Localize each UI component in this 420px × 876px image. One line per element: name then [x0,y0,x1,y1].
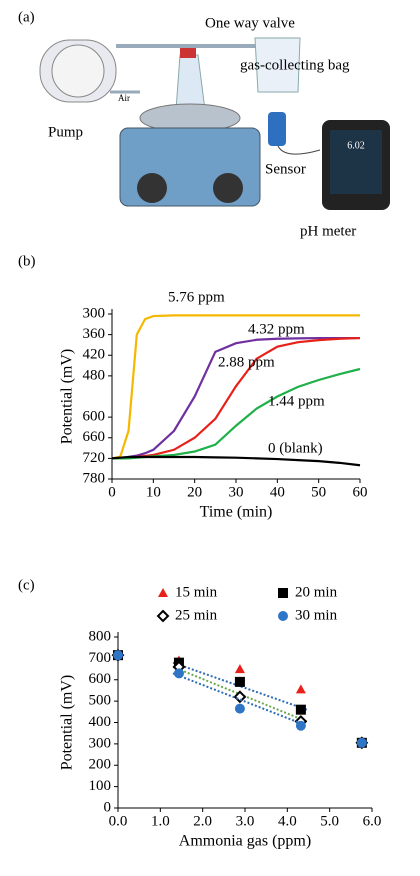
marker [234,664,245,674]
legend-label: 25 min [175,607,218,623]
y-tick-label: 660 [83,429,106,445]
y-tick-label: 400 [89,714,112,730]
y-tick-label: 200 [89,757,112,773]
marker [295,684,306,694]
y-tick-label: 500 [89,693,112,709]
x-axis-label: Ammonia gas (ppm) [179,833,311,850]
marker [234,703,245,714]
knob [137,173,167,203]
flask [175,54,206,111]
gas-bag [254,37,301,93]
series-label: 2.88 ppm [218,354,275,370]
x-tick-label: 3.0 [236,813,255,829]
x-tick-label: 0 [108,484,116,500]
y-tick-label: 100 [89,778,112,794]
x-tick-label: 50 [311,484,326,500]
label: Sensor [265,161,306,177]
marker [113,650,123,661]
x-axis-label: Time (min) [200,504,273,521]
legend-marker [158,588,168,597]
y-tick-label: 300 [89,735,112,751]
y-tick-label: 0 [104,799,112,815]
x-tick-label: 4.0 [278,813,297,829]
line [111,314,360,460]
line [111,455,361,467]
x-tick-label: 20 [187,484,202,500]
sensor [268,112,286,146]
x-tick-label: 10 [146,484,161,500]
y-tick-label: 780 [83,470,106,486]
marker [295,704,306,715]
y-tick-label: 600 [83,409,106,425]
x-tick-label: 30 [229,484,244,500]
panel-label: (b) [18,253,36,269]
panel-label: (a) [18,9,35,25]
pump-rotor [51,44,105,98]
label: pH meter [300,223,356,239]
x-tick-label: 5.0 [320,813,339,829]
y-axis-label: Potential (mV) [59,349,76,445]
marker [234,676,245,687]
legend-label: 20 min [295,584,338,600]
x-tick-label: 0.0 [109,813,128,829]
x-tick-label: 6.0 [363,813,382,829]
x-tick-label: 2.0 [193,813,212,829]
stopper [180,48,196,58]
y-tick-label: 360 [83,326,106,342]
meter-screen [330,130,382,194]
y-tick-label: 800 [89,628,112,644]
x-tick-label: 40 [270,484,285,500]
series-label: 0 (blank) [268,440,323,456]
x-tick-label: 1.0 [151,813,170,829]
y-tick-label: 720 [83,450,106,466]
series-label: 5.76 ppm [168,289,225,305]
label: One way valve [205,15,295,31]
y-tick-label: 700 [89,650,112,666]
marker [173,668,184,679]
marker [356,737,367,748]
y-tick-label: 300 [83,305,106,321]
y-axis-label: Potential (mV) [59,675,76,771]
series-label: 1.44 ppm [268,393,325,409]
cable [277,145,321,155]
legend-marker [156,609,170,623]
legend-label: 30 min [295,607,338,623]
legend-marker [278,611,288,621]
marker [295,720,306,731]
x-tick-label: 60 [353,484,368,500]
legend-marker [278,588,288,598]
label: Pump [48,124,83,140]
line [112,367,361,460]
knob [213,173,243,203]
y-tick-label: 420 [83,347,106,363]
meter-reading: 6.02 [347,140,365,151]
panel-label: (c) [18,577,35,593]
label: gas-collecting bag [240,57,350,73]
legend-label: 15 min [175,584,218,600]
y-tick-label: 480 [83,367,106,383]
y-tick-label: 600 [89,671,112,687]
label: Air [118,93,130,103]
series-label: 4.32 ppm [248,321,305,337]
apparatus [39,37,390,210]
